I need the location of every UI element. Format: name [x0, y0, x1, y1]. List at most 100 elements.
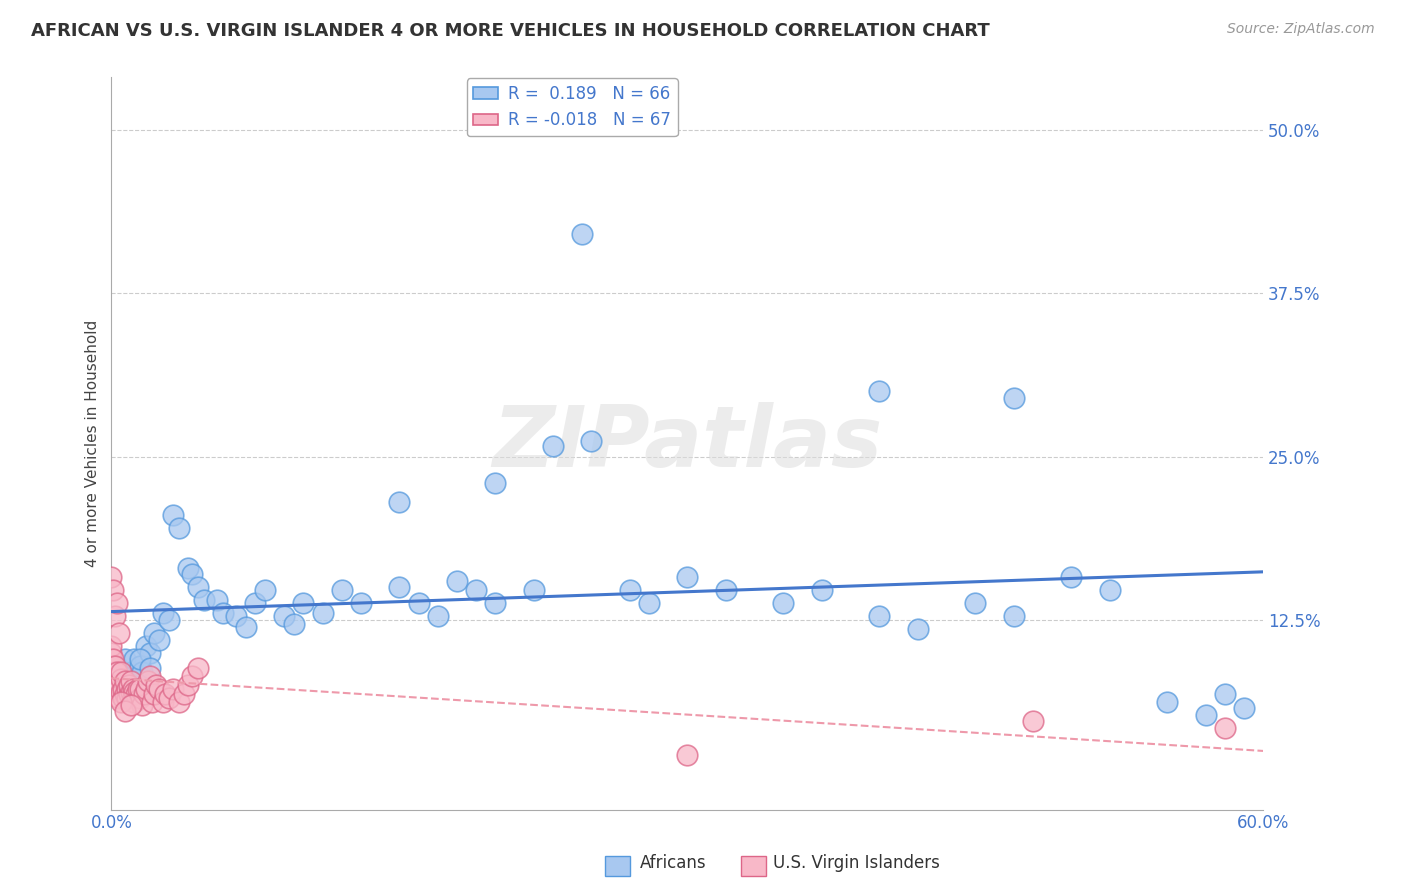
Point [253, 582, 276, 597]
Point [104, 665, 127, 680]
Point [100, 665, 122, 680]
Point [225, 609, 247, 624]
Point [114, 674, 136, 689]
Point [111, 691, 134, 706]
Point [283, 616, 305, 631]
Point [100, 658, 122, 673]
Point [187, 580, 209, 594]
Point [205, 593, 228, 607]
Point [105, 658, 128, 673]
Y-axis label: 4 or more Vehicles in Household: 4 or more Vehicles in Household [86, 320, 100, 567]
Text: AFRICAN VS U.S. VIRGIN ISLANDER 4 OR MORE VEHICLES IN HOUSEHOLD CORRELATION CHAR: AFRICAN VS U.S. VIRGIN ISLANDER 4 OR MOR… [31, 22, 990, 40]
Point [157, 613, 180, 627]
Point [408, 596, 430, 610]
Point [111, 682, 134, 697]
Point [426, 609, 449, 624]
Point [177, 560, 200, 574]
Point [129, 682, 152, 697]
Point [142, 688, 165, 702]
Point [187, 661, 209, 675]
Point [100, 570, 122, 584]
Point [100, 639, 122, 653]
Point [148, 682, 170, 697]
Point [110, 695, 132, 709]
Point [162, 682, 184, 697]
Point [124, 695, 146, 709]
Point [114, 652, 136, 666]
Point [1060, 570, 1083, 584]
Text: Source: ZipAtlas.com: Source: ZipAtlas.com [1227, 22, 1375, 37]
Point [177, 678, 200, 692]
Point [245, 596, 267, 610]
Point [1194, 708, 1216, 723]
Point [868, 609, 890, 624]
Point [129, 658, 152, 673]
Point [120, 685, 142, 699]
Point [115, 691, 138, 706]
Point [484, 475, 506, 490]
Point [121, 682, 143, 697]
Point [127, 682, 149, 697]
Point [110, 672, 132, 686]
Point [211, 607, 233, 621]
Point [465, 582, 488, 597]
Point [115, 682, 138, 697]
Point [235, 619, 257, 633]
Point [125, 688, 148, 702]
Point [104, 672, 127, 686]
Point [108, 678, 131, 692]
Point [619, 582, 641, 597]
Point [273, 609, 295, 624]
Point [1213, 722, 1236, 736]
Point [571, 227, 593, 242]
Point [173, 688, 195, 702]
Point [153, 688, 176, 702]
Point [193, 593, 215, 607]
Point [139, 669, 162, 683]
Point [118, 688, 141, 702]
Point [103, 582, 125, 597]
Point [330, 582, 353, 597]
Point [103, 658, 125, 673]
Point [541, 439, 564, 453]
Point [100, 646, 122, 660]
Point [388, 580, 411, 594]
Point [1022, 714, 1045, 728]
Point [129, 652, 152, 666]
Point [167, 695, 190, 709]
Point [120, 665, 142, 680]
Text: U.S. Virgin Islanders: U.S. Virgin Islanders [773, 855, 941, 872]
Point [1002, 391, 1025, 405]
Point [1233, 700, 1256, 714]
Point [114, 705, 136, 719]
Point [110, 685, 132, 699]
Point [142, 626, 165, 640]
Point [114, 688, 136, 702]
Point [181, 669, 204, 683]
Point [108, 691, 131, 706]
Point [131, 698, 153, 712]
Point [103, 665, 125, 680]
Point [100, 652, 122, 666]
Point [311, 607, 333, 621]
Point [1213, 688, 1236, 702]
Point [965, 596, 987, 610]
Point [131, 665, 153, 680]
Point [139, 646, 162, 660]
Point [136, 674, 159, 689]
Point [124, 652, 146, 666]
Point [104, 665, 127, 680]
Point [810, 582, 832, 597]
Point [1098, 582, 1121, 597]
Point [152, 695, 174, 709]
Point [152, 607, 174, 621]
Point [868, 384, 890, 399]
Point [350, 596, 373, 610]
Point [104, 609, 127, 624]
Point [129, 691, 152, 706]
Text: Africans: Africans [640, 855, 706, 872]
Point [108, 626, 131, 640]
Point [484, 596, 506, 610]
Point [105, 665, 128, 680]
Point [124, 685, 146, 699]
